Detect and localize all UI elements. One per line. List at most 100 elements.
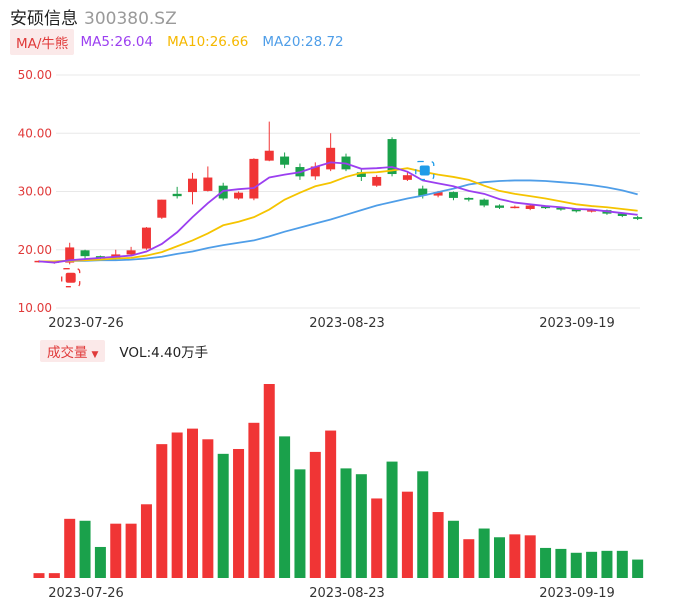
candle (510, 205, 520, 209)
candle (402, 171, 412, 182)
candle-body (310, 166, 320, 177)
volume-bar (478, 528, 490, 578)
candle-body (525, 205, 535, 209)
candle-body (218, 185, 228, 199)
candle-body (280, 156, 290, 165)
price-y-axis: 50.00 40.00 30.00 20.00 10.00 (18, 68, 52, 315)
candle-body (356, 172, 366, 177)
volume-bar (325, 430, 337, 578)
ma20-line (39, 179, 638, 263)
candle-body (571, 209, 581, 212)
ma5-line (38, 161, 638, 264)
candle-body (418, 188, 428, 196)
volume-bar (570, 552, 582, 578)
ma-indicator-tab[interactable]: MA/牛熊 (10, 29, 75, 55)
candle (464, 197, 474, 202)
volume-bar (540, 547, 552, 578)
volume-bar (110, 523, 122, 578)
volume-bar (401, 491, 413, 578)
volume-bar (94, 546, 106, 578)
y-tick-label: 30.00 (18, 185, 52, 199)
ma5-label: MA5:26.04 (80, 34, 154, 50)
volume-bar (33, 573, 45, 578)
volume-bar (509, 534, 521, 578)
candle (80, 249, 90, 259)
candle-body (402, 175, 412, 180)
y-tick-label: 40.00 (18, 126, 52, 140)
candle-body (448, 192, 458, 198)
price-x-axis: 2023-07-26 2023-08-23 2023-09-19 (48, 316, 615, 331)
candle-body (141, 227, 151, 249)
ma20-label: MA20:28.72 (262, 34, 344, 50)
volume-bar (294, 469, 306, 578)
volume-value: VOL:4.40万手 (119, 345, 209, 361)
volume-x-axis: 2023-07-26 2023-08-23 2023-09-19 (48, 586, 615, 601)
candle-body (172, 193, 182, 197)
volume-bar (125, 523, 137, 578)
candle (188, 172, 197, 205)
volume-bar (447, 520, 459, 578)
volume-bar (156, 444, 168, 578)
candle (448, 191, 458, 201)
volume-bar (248, 422, 260, 578)
candle (264, 121, 274, 162)
candle-body (617, 213, 627, 216)
x-tick-label: 2023-07-26 (48, 316, 124, 331)
x-tick-label: 2023-09-19 (539, 316, 615, 331)
volume-bar (202, 439, 214, 578)
caret-down-icon: ▼ (91, 350, 99, 360)
volume-bar (371, 498, 383, 578)
y-tick-label: 50.00 (18, 68, 52, 82)
volume-bar (355, 474, 367, 578)
volume-bar (632, 559, 644, 578)
candle-body (433, 192, 443, 196)
marker-frame (415, 160, 435, 181)
volume-legend: 成交量 ▼ VOL:4.40万手 (40, 340, 209, 362)
ma-legend: MA/牛熊 MA5:26.04 MA10:26.66 MA20:28.72 (10, 29, 358, 55)
x-tick-label: 2023-09-19 (539, 586, 615, 601)
candle (249, 158, 259, 201)
ma-lines (38, 161, 638, 264)
candle (126, 246, 136, 256)
candles (34, 121, 643, 265)
volume-bar (187, 428, 198, 578)
volume-bar (494, 537, 505, 578)
candle (157, 199, 167, 219)
marker-frame (61, 268, 81, 288)
ma10-label: MA10:26.66 (167, 34, 249, 50)
candle-body (556, 207, 566, 210)
candle (479, 198, 489, 208)
candle-body (264, 150, 274, 161)
x-tick-label: 2023-08-23 (309, 316, 385, 331)
candle-body (587, 210, 597, 212)
volume-bar (432, 512, 444, 578)
volume-bar (279, 436, 291, 578)
candle-body (479, 199, 489, 206)
candle-body (464, 197, 474, 200)
volume-bar (340, 468, 352, 578)
volume-bar (463, 539, 475, 578)
volume-bar (586, 551, 598, 578)
volume-bar (140, 504, 152, 578)
candle-body (372, 176, 382, 186)
candle (372, 175, 382, 187)
candle-body (326, 147, 336, 170)
candle (141, 227, 151, 250)
ma10-line (39, 167, 638, 263)
volume-bar (616, 550, 628, 578)
volume-bar (555, 548, 567, 578)
volume-indicator-tab[interactable]: 成交量 ▼ (40, 340, 106, 362)
candle-body (510, 206, 520, 209)
candle (280, 152, 290, 169)
x-tick-label: 2023-07-26 (48, 586, 124, 601)
volume-bar (309, 451, 321, 578)
volume-bars (33, 384, 644, 578)
candle (310, 162, 320, 180)
candle (203, 166, 213, 192)
marker-core (65, 272, 76, 283)
candle-body (495, 205, 504, 208)
y-tick-label: 10.00 (18, 301, 52, 315)
y-tick-label: 20.00 (18, 243, 52, 257)
candle (525, 204, 535, 211)
candle (234, 191, 244, 200)
